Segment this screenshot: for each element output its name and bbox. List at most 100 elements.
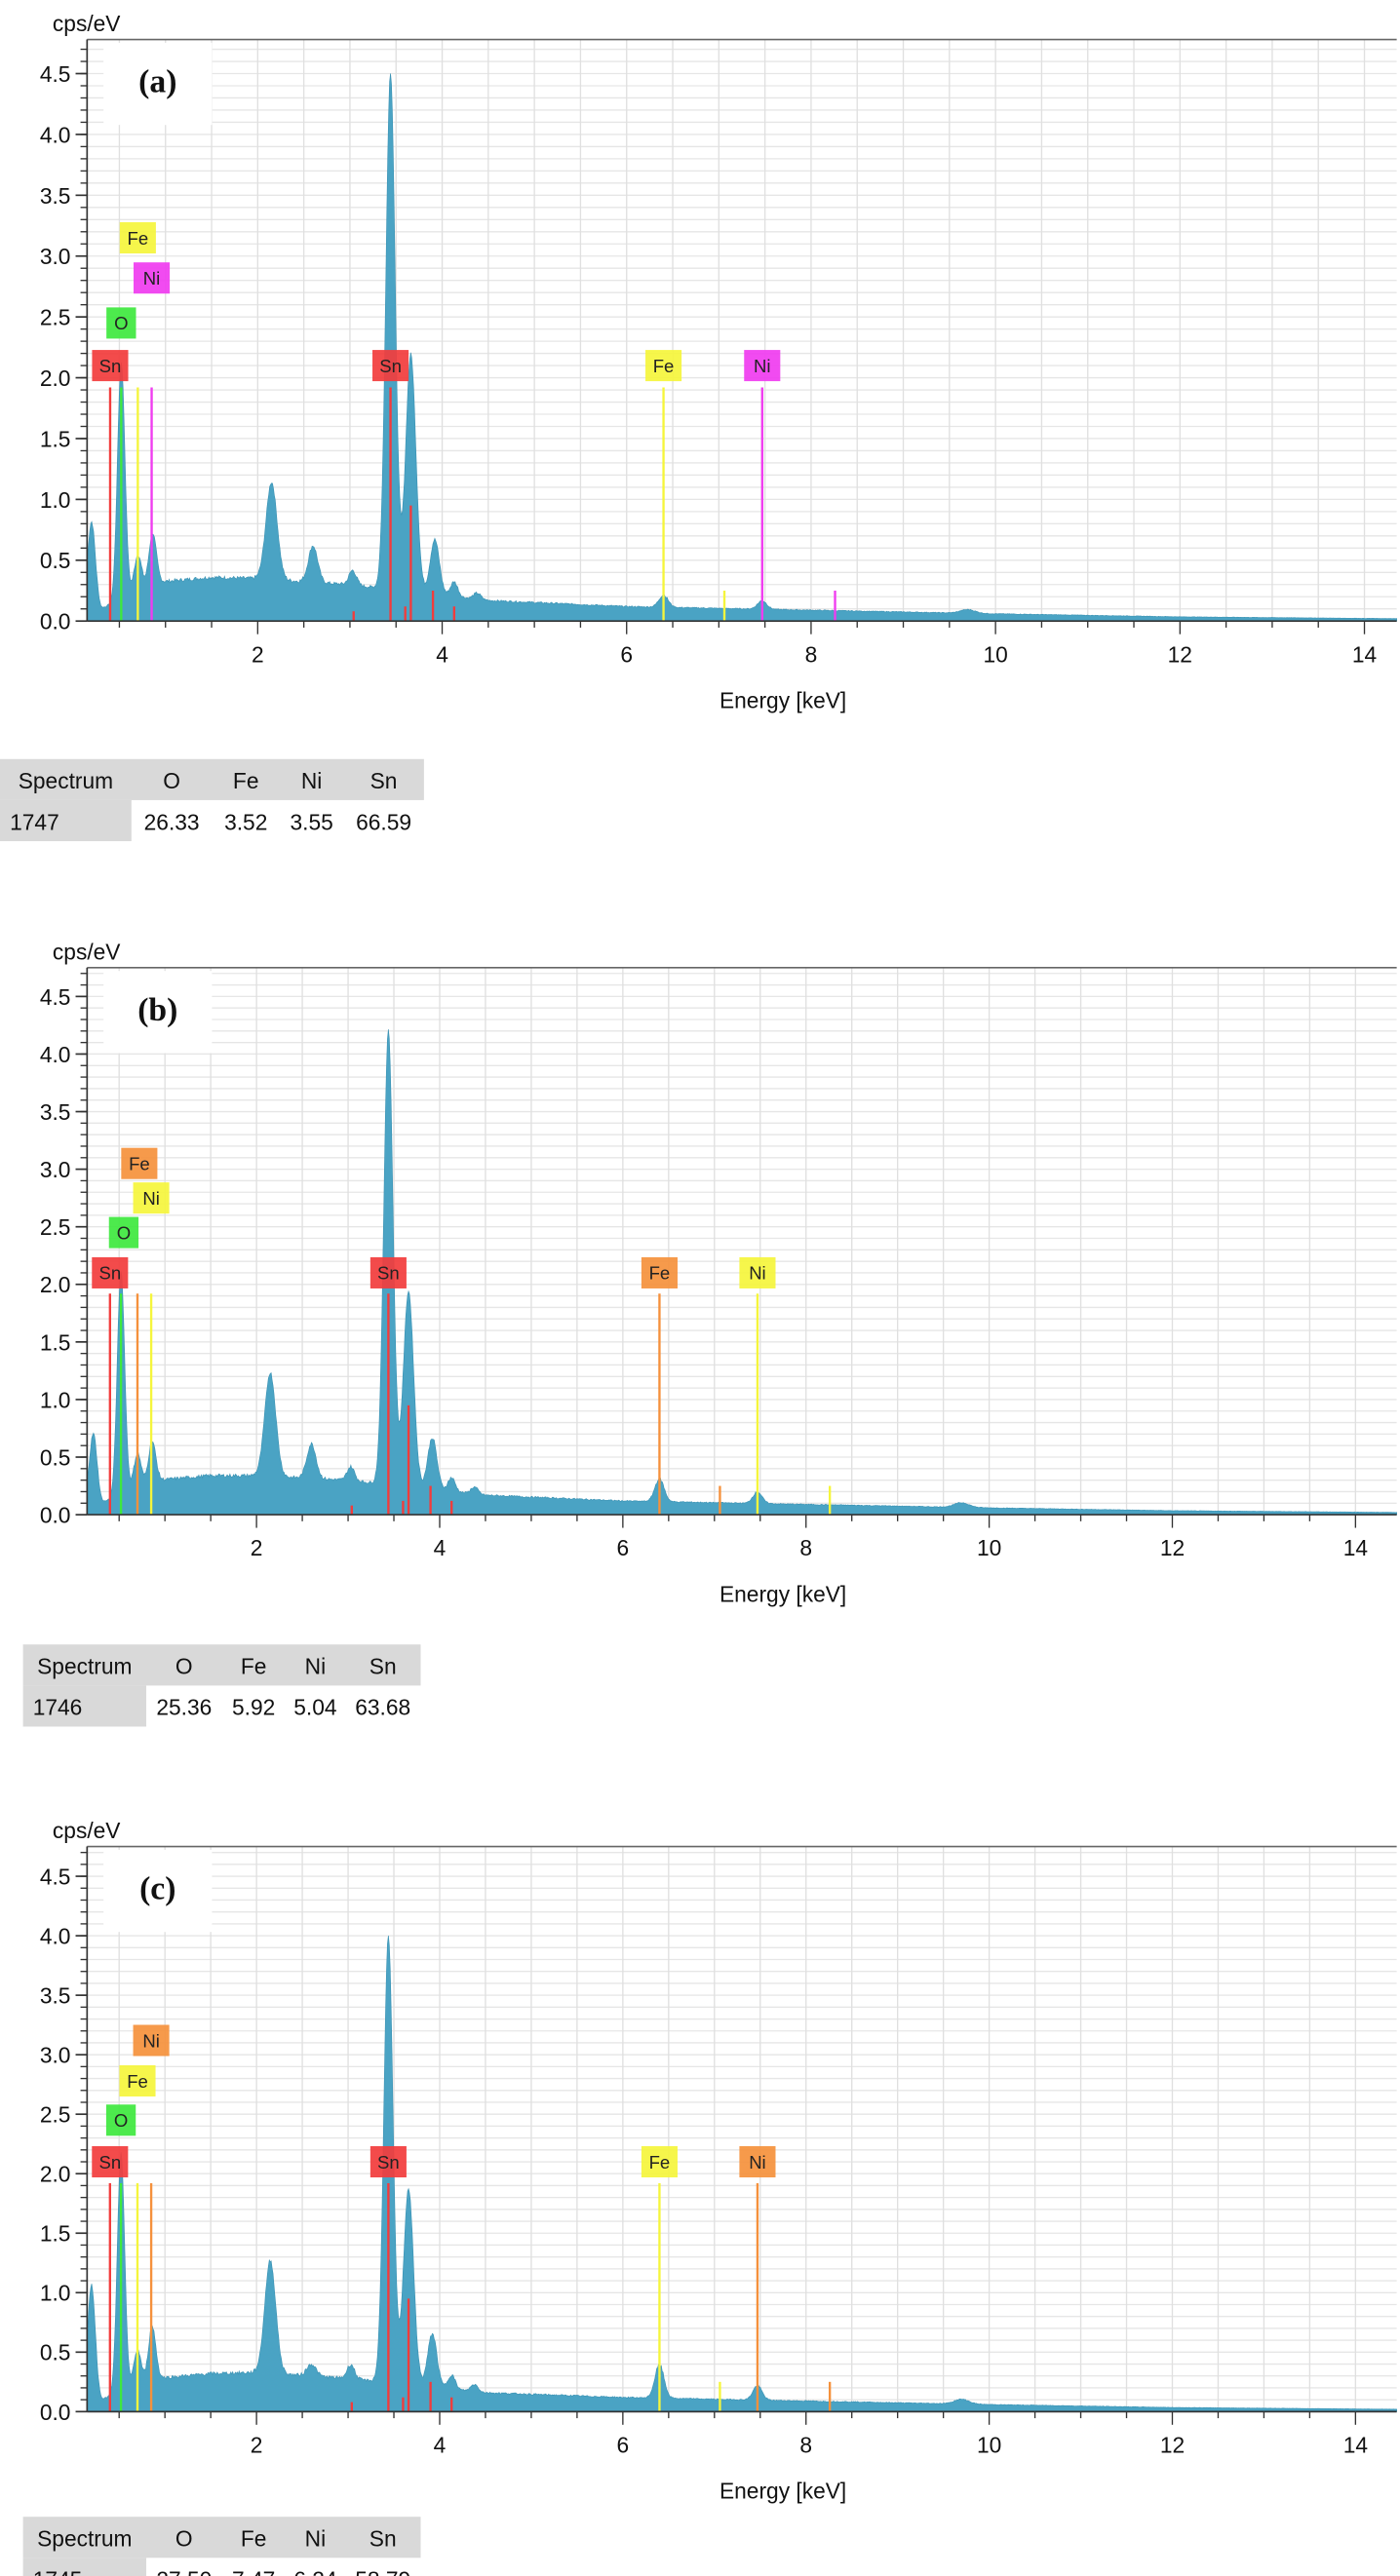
element-marker-o: O [108, 1216, 139, 1249]
x-tick-label: 14 [1343, 2432, 1368, 2457]
table-header-cell: O [175, 1654, 193, 1679]
table-header-cell: Spectrum [37, 1654, 132, 1679]
y-tick-label: 3.5 [40, 183, 71, 209]
table-cell: 1745 [33, 2567, 83, 2576]
table-cell: 27.50 [156, 2567, 212, 2576]
table-header-cell: Ni [305, 2526, 326, 2552]
y-tick-label: 0.5 [40, 1444, 71, 1470]
element-marker-box [641, 2146, 678, 2178]
spectrum-panel-b: (b) Sn O Ni Fe Sn Fe Ni 0.0 0.5 1.0 1.5 2.0 2.5 3.0 3.5… [22, 939, 1397, 1727]
y-tick-label: 1.5 [40, 2221, 71, 2247]
element-marker-o: O [105, 2104, 136, 2136]
y-tick-label: 2.5 [40, 1214, 71, 1240]
panel-label-box [103, 42, 213, 126]
gridlines [87, 1846, 1397, 2412]
element-marker-box [106, 307, 136, 339]
element-marker-sn: Sn [369, 1256, 407, 1288]
y-tick-label: 3.0 [40, 244, 71, 269]
x-tick-label: 2 [251, 2432, 263, 2457]
table-header-cell: Sn [369, 1654, 397, 1679]
y-tick-label: 2.5 [40, 305, 71, 330]
table-header-cell: Ni [301, 768, 322, 793]
table-header-cell: Fe [233, 768, 259, 793]
element-marker-ni: Ni [739, 2146, 776, 2178]
element-marker-fe: Fe [119, 222, 156, 254]
element-marker-fe: Fe [641, 2146, 678, 2178]
y-tick-label: 1.5 [40, 1329, 71, 1355]
element-marker-label: Ni [754, 356, 771, 376]
y-tick-label: 3.0 [40, 2043, 71, 2068]
element-marker-box [641, 1256, 678, 1288]
table-rowhead-bg [22, 2557, 147, 2576]
y-tick-label: 2.5 [40, 2102, 71, 2128]
composition-table: Spectrum 1746 O 25.36 Fe 5.92 Ni 5.04 Sn 63.68 [22, 1644, 421, 1727]
element-marker-label: Fe [653, 356, 675, 376]
panel-label: (a) [138, 63, 176, 99]
element-marker-label: Sn [377, 1263, 400, 1284]
element-marker-box [369, 1256, 407, 1288]
element-marker-label: Ni [142, 2030, 160, 2051]
gridlines [87, 39, 1397, 622]
element-marker-fe: Fe [119, 2065, 156, 2097]
y-tick-label: 4.0 [40, 1042, 71, 1067]
table-header-bg [0, 758, 424, 800]
element-marker-ni: Ni [744, 350, 781, 382]
x-tick-label: 6 [617, 1535, 630, 1560]
table-header-cell: Spectrum [37, 2526, 132, 2552]
spectrum-area [86, 73, 1397, 622]
table-header-bg [22, 2517, 421, 2558]
composition-table: Spectrum 1745 O 27.50 Fe 7.47 Ni 6.24 Sn 58.79 [22, 2517, 421, 2576]
element-marker-label: Ni [143, 268, 161, 288]
y-axis-label: cps/eV [53, 939, 121, 964]
spectrum-panel-a: (a) Sn O Ni Fe Sn Fe Ni 0.0 0.5 1.0 1.5 2.0 2.5 3.0 3.5… [0, 11, 1397, 842]
element-marker-ni: Ni [133, 2024, 170, 2057]
element-marker-fe: Fe [121, 1147, 158, 1179]
y-axis-label: cps/eV [53, 1818, 121, 1843]
y-tick-label: 4.5 [40, 984, 71, 1010]
spectrum-area [86, 1029, 1397, 1516]
element-marker-ni: Ni [133, 1182, 170, 1214]
x-axis-label: Energy [keV] [719, 688, 846, 713]
element-marker-label: Sn [98, 2152, 121, 2172]
table-cell: 7.47 [232, 2567, 275, 2576]
panel-label: (b) [137, 992, 177, 1028]
x-tick-label: 12 [1168, 641, 1192, 667]
table-cell: 5.92 [232, 1695, 275, 1720]
x-tick-label: 6 [620, 641, 633, 667]
element-marker-sn: Sn [92, 2146, 129, 2178]
table-header-cell: O [163, 768, 180, 793]
y-tick-label: 2.0 [40, 365, 71, 391]
x-tick-label: 14 [1352, 641, 1377, 667]
element-marker-label: Sn [377, 2152, 400, 2172]
x-tick-label: 12 [1160, 2432, 1185, 2457]
x-tick-label: 2 [252, 641, 264, 667]
panel-label-box [103, 971, 213, 1054]
y-tick-label: 2.0 [40, 2162, 71, 2187]
element-marker-box [744, 350, 781, 382]
y-tick-label: 4.0 [40, 1924, 71, 1949]
x-tick-label: 4 [434, 2432, 447, 2457]
x-axis-label: Energy [keV] [719, 1581, 846, 1606]
composition-table: Spectrum 1747 O 26.33 Fe 3.52 Ni 3.55 Sn 66.59 [0, 758, 424, 842]
y-tick-label: 1.0 [40, 1387, 71, 1412]
element-marker-label: Sn [98, 1263, 121, 1284]
table-header-cell: Fe [241, 2526, 267, 2552]
element-marker-fe: Fe [641, 1256, 678, 1288]
panel-label-box [103, 1849, 213, 1933]
x-tick-label: 4 [434, 1535, 447, 1560]
table-header-bg [22, 1644, 421, 1686]
element-marker-label: O [114, 2110, 128, 2131]
x-tick-label: 8 [805, 641, 818, 667]
y-tick-label: 3.0 [40, 1157, 71, 1182]
table-cell: 25.36 [156, 1695, 212, 1720]
y-tick-label: 1.0 [40, 487, 71, 513]
element-marker-box [372, 350, 409, 382]
element-marker-label: Fe [649, 2152, 671, 2172]
element-marker-sn: Sn [92, 1256, 129, 1288]
y-tick-label: 1.0 [40, 2281, 71, 2306]
element-marker-label: Sn [99, 356, 122, 376]
element-marker-sn: Sn [369, 2146, 407, 2178]
table-header-cell: O [175, 2526, 193, 2552]
element-marker-sn: Sn [92, 350, 129, 382]
